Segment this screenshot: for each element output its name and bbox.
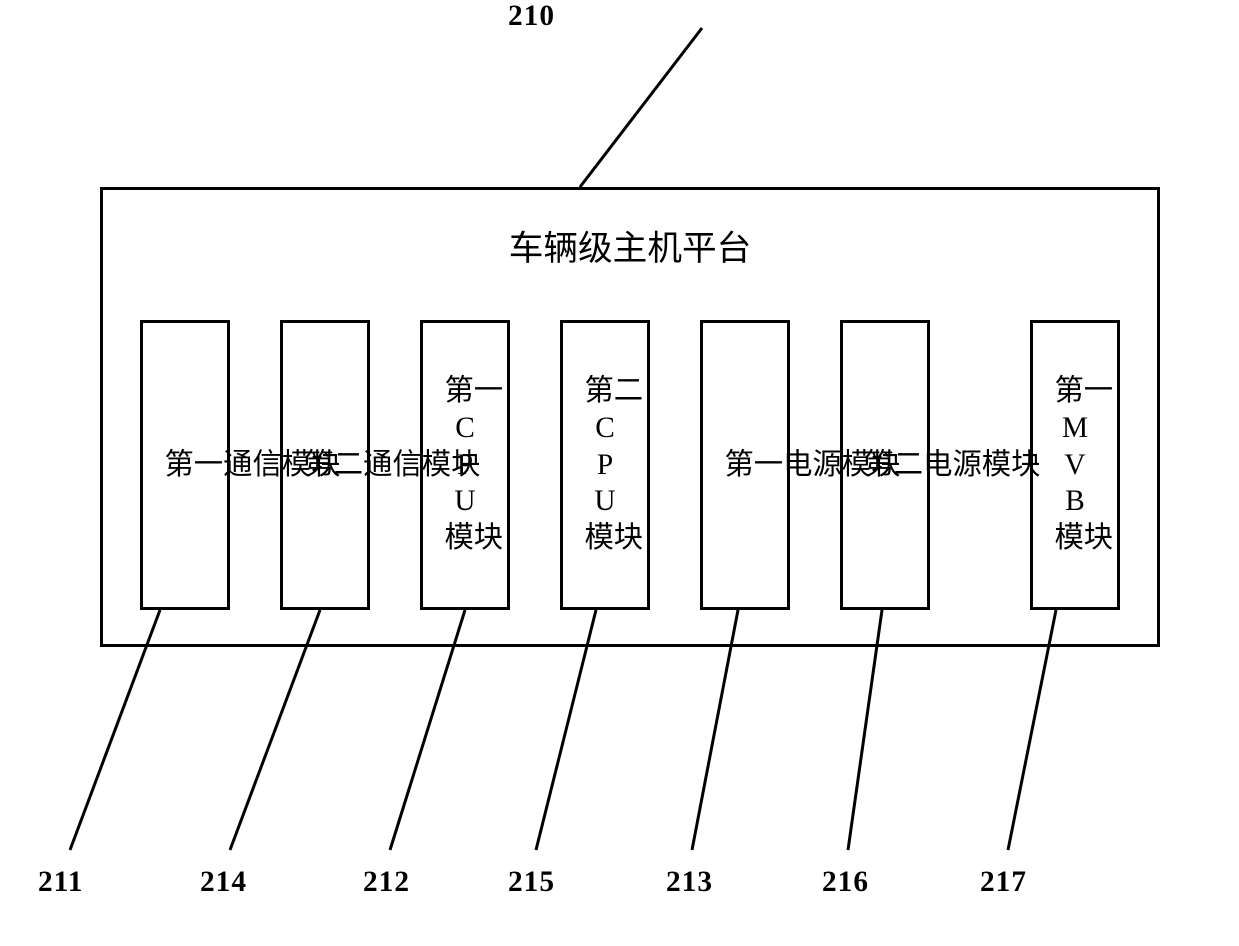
module-label: 第一电源模块: [724, 447, 765, 484]
ref-label-210: 210: [508, 0, 555, 33]
module-cpu-1: 第一 C P U 模块: [420, 320, 510, 610]
module-cpu-2: 第二 C P U 模块: [560, 320, 650, 610]
ref-label-214: 214: [200, 866, 247, 899]
diagram-canvas: 车辆级主机平台 第一通信模块 第二通信模块 第一 C P U 模块 第二 C P…: [0, 0, 1239, 946]
module-power-2: 第二电源模块: [840, 320, 930, 610]
module-label: 第一通信模块: [164, 447, 205, 484]
module-label: 第二通信模块: [304, 447, 345, 484]
module-comm-1: 第一通信模块: [140, 320, 230, 610]
ref-label-215: 215: [508, 866, 555, 899]
ref-label-213: 213: [666, 866, 713, 899]
module-power-1: 第一电源模块: [700, 320, 790, 610]
module-label: 第一 M V B 模块: [1054, 373, 1095, 556]
module-label: 第二电源模块: [864, 447, 905, 484]
module-comm-2: 第二通信模块: [280, 320, 370, 610]
module-mvb-1: 第一 M V B 模块: [1030, 320, 1120, 610]
module-label: 第一 C P U 模块: [444, 373, 485, 556]
ref-label-211: 211: [38, 866, 83, 899]
ref-label-217: 217: [980, 866, 1027, 899]
ref-label-216: 216: [822, 866, 869, 899]
ref-label-212: 212: [363, 866, 410, 899]
module-label: 第二 C P U 模块: [584, 373, 625, 556]
host-platform-title: 车辆级主机平台: [103, 220, 1157, 270]
